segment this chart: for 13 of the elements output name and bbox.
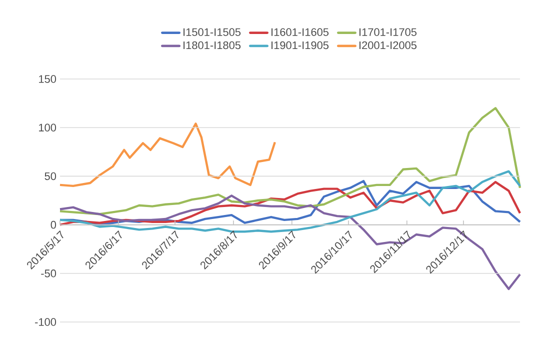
line-series [58,122,276,188]
y-tick-label: -100 [35,318,56,326]
legend-label: I1601-I1605 [272,28,329,36]
y-tick-label: 50 [44,172,56,180]
legend-label: I1901-I1905 [272,41,329,50]
legend-label: I1801-I1805 [184,41,241,50]
y-tick-label: -50 [41,270,56,278]
legend-label: I1701-I1705 [360,28,417,36]
y-tick-label: 100 [39,124,56,132]
y-tick-label: 0 [50,220,56,229]
y-tick-label: 150 [39,75,56,83]
legend-label: I1501-I1505 [184,28,241,36]
legend-label: I2001-I2005 [360,41,417,50]
